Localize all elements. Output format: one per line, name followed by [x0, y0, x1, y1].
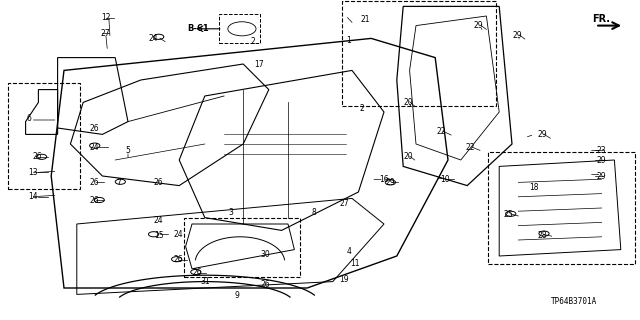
Bar [8, 83, 80, 189]
Text: 29: 29 [474, 21, 484, 30]
Text: 2: 2 [359, 104, 364, 113]
Text: 20: 20 [403, 152, 413, 161]
Text: 4: 4 [346, 247, 351, 256]
Text: 24: 24 [173, 230, 183, 239]
Text: 21: 21 [360, 15, 369, 24]
Text: 27: 27 [339, 199, 349, 208]
Text: 29: 29 [385, 178, 396, 187]
Text: 14: 14 [28, 192, 38, 201]
Text: B-61: B-61 [188, 24, 209, 33]
Text: 16: 16 [379, 175, 389, 184]
Text: 29: 29 [596, 156, 607, 164]
Text: 6: 6 [26, 114, 31, 123]
Text: 1: 1 [346, 36, 351, 44]
Text: 18: 18 [530, 183, 539, 192]
Text: 19: 19 [339, 275, 349, 284]
Text: 26: 26 [90, 124, 100, 133]
Text: 29: 29 [538, 130, 548, 139]
Bar [342, 1, 496, 106]
Text: 26: 26 [90, 196, 100, 204]
Text: 10: 10 [440, 175, 450, 184]
Text: 27: 27 [100, 29, 111, 38]
Text: 26: 26 [32, 152, 42, 161]
Text: 26: 26 [173, 255, 183, 264]
Text: 29: 29 [596, 172, 607, 180]
Text: 12: 12 [101, 13, 110, 22]
Text: 28: 28 [538, 231, 547, 240]
Text: 20: 20 [403, 98, 413, 107]
Text: 8: 8 [311, 208, 316, 217]
Bar [184, 218, 300, 277]
Text: 17: 17 [254, 60, 264, 68]
Text: 23: 23 [596, 146, 607, 155]
Text: 29: 29 [512, 31, 522, 40]
Text: 3: 3 [228, 208, 233, 217]
Text: 26: 26 [192, 268, 202, 277]
Text: 26: 26 [260, 280, 271, 289]
Bar [219, 14, 260, 43]
Text: 25: 25 [504, 210, 514, 219]
Text: 24: 24 [148, 34, 159, 43]
Bar [488, 152, 635, 264]
Text: 13: 13 [28, 168, 38, 177]
Text: 2: 2 [250, 37, 255, 46]
Text: 22: 22 [437, 127, 446, 136]
Text: FR.: FR. [592, 14, 610, 24]
Text: 24: 24 [90, 143, 100, 152]
Text: 24: 24 [154, 216, 164, 225]
Text: 26: 26 [90, 178, 100, 187]
Text: 30: 30 [260, 250, 271, 259]
Text: 7: 7 [116, 178, 121, 187]
Text: 9: 9 [234, 292, 239, 300]
Text: 15: 15 [154, 231, 164, 240]
Text: TP64B3701A: TP64B3701A [550, 297, 596, 306]
Text: 31: 31 [200, 277, 210, 286]
Text: 22: 22 [466, 143, 475, 152]
Text: 26: 26 [154, 178, 164, 187]
Text: 5: 5 [125, 146, 131, 155]
Text: 11: 11 [351, 260, 360, 268]
